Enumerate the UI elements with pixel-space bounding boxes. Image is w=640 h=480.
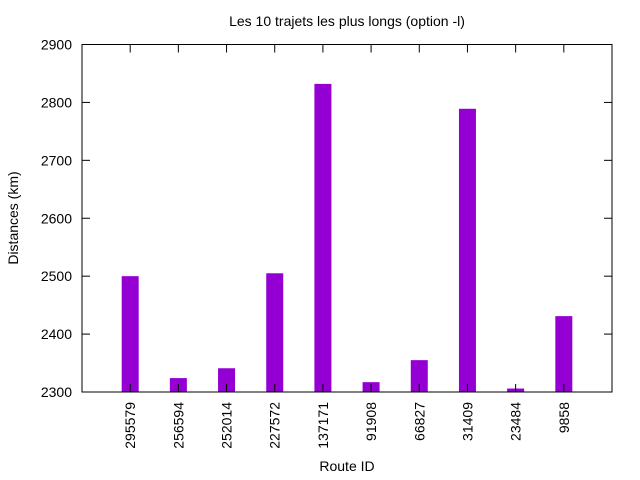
chart-title: Les 10 trajets les plus longs (option -l… [229,13,465,29]
x-tick-label: 227572 [267,402,283,449]
bar [410,360,428,392]
bar [555,316,573,392]
y-tick-label: 2500 [41,268,72,284]
x-tick-label: 23484 [508,402,524,441]
bar [218,368,236,392]
x-tick-label: 256594 [170,402,186,449]
x-tick-label: 9858 [556,402,572,433]
x-tick-label: 295579 [122,402,138,449]
x-tick-label: 252014 [219,402,235,449]
y-tick-label: 2400 [41,326,72,342]
bar [314,83,332,392]
plot-frame [81,44,613,393]
bar [266,273,284,392]
y-tick-label: 2300 [41,384,72,400]
y-tick-label: 2900 [41,37,72,53]
x-axis-ticks: 295579 256594 252014 227572 137171 91908 66827… [122,44,572,449]
y-axis-ticks: 2300 2400 2500 2600 2700 2800 2900 [41,37,612,400]
y-tick-label: 2800 [41,94,72,110]
x-tick-label: 91908 [363,402,379,441]
x-axis-label: Route ID [319,458,374,474]
x-tick-label: 66827 [411,402,427,441]
x-tick-label: 31409 [459,402,475,441]
bar [121,276,139,392]
y-tick-label: 2600 [41,210,72,226]
bar [458,108,476,392]
bars-group [121,83,573,392]
y-axis-label: Distances (km) [5,171,21,264]
x-tick-label: 137171 [315,402,331,449]
y-tick-label: 2700 [41,152,72,168]
